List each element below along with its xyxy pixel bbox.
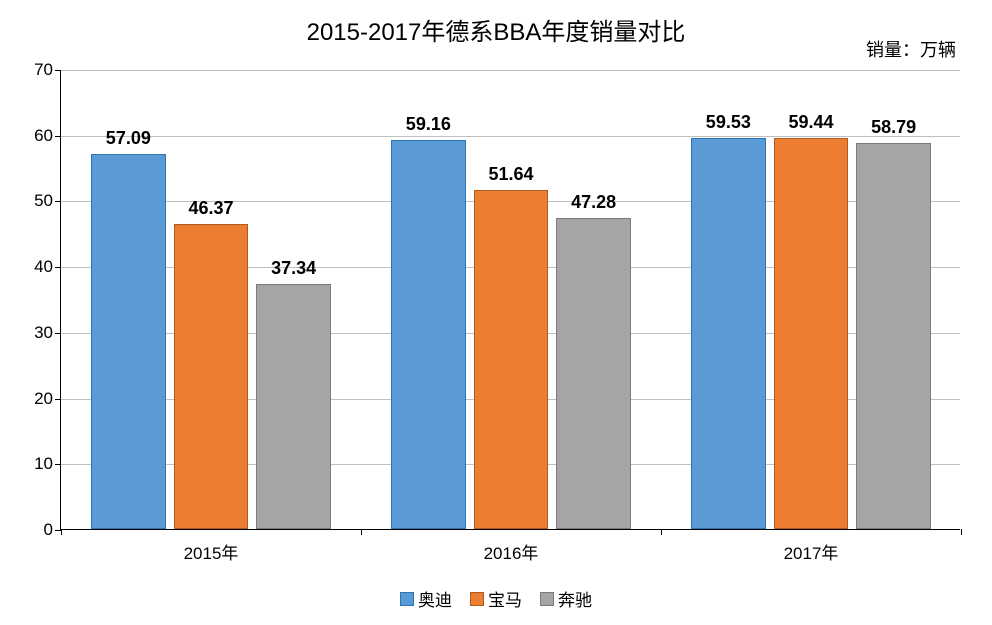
xtick-mark [961, 529, 962, 535]
legend-label: 宝马 [488, 586, 522, 611]
legend: 奥迪 宝马 奔驰 [0, 586, 992, 611]
bar: 59.16 [391, 140, 466, 529]
bar-value-label: 46.37 [188, 198, 233, 225]
x-category-label: 2017年 [784, 529, 839, 564]
legend-label: 奔驰 [558, 586, 592, 611]
legend-label: 奥迪 [418, 586, 452, 611]
xtick-mark [361, 529, 362, 535]
bar-value-label: 59.44 [788, 112, 833, 139]
ytick-label: 0 [44, 520, 61, 540]
bar-value-label: 37.34 [271, 258, 316, 285]
bar: 46.37 [174, 224, 249, 529]
xtick-mark [61, 529, 62, 535]
legend-swatch [540, 592, 554, 606]
chart-title: 2015-2017年德系BBA年度销量对比 [0, 12, 992, 47]
bar: 47.28 [556, 218, 631, 529]
xtick-mark [661, 529, 662, 535]
bar-value-label: 57.09 [106, 128, 151, 155]
bar: 51.64 [474, 190, 549, 529]
bar-group: 57.0946.3737.342015年 [61, 70, 361, 529]
bar-group: 59.5359.4458.792017年 [661, 70, 961, 529]
ytick-label: 20 [34, 389, 61, 409]
legend-item: 宝马 [470, 586, 522, 611]
bar-value-label: 59.53 [706, 112, 751, 139]
bar: 59.44 [774, 138, 849, 529]
x-category-label: 2016年 [484, 529, 539, 564]
legend-item: 奥迪 [400, 586, 452, 611]
ytick-label: 30 [34, 323, 61, 343]
bar: 57.09 [91, 154, 166, 529]
ytick-label: 60 [34, 126, 61, 146]
legend-swatch [400, 592, 414, 606]
bar-group: 59.1651.6447.282016年 [361, 70, 661, 529]
ytick-label: 50 [34, 191, 61, 211]
bar-value-label: 51.64 [488, 164, 533, 191]
bar-value-label: 58.79 [871, 117, 916, 144]
ytick-label: 40 [34, 257, 61, 277]
bar: 59.53 [691, 138, 766, 529]
chart-container: 2015-2017年德系BBA年度销量对比 销量：万辆 0 10 20 30 40 50 6… [0, 0, 992, 625]
bar: 58.79 [856, 143, 931, 529]
ytick-label: 70 [34, 60, 61, 80]
bar-value-label: 59.16 [406, 114, 451, 141]
bar-value-label: 47.28 [571, 192, 616, 219]
bar: 37.34 [256, 284, 331, 529]
unit-label: 销量：万辆 [866, 36, 956, 62]
plot-area: 01020304050607057.0946.3737.342015年59.16… [60, 70, 960, 530]
legend-item: 奔驰 [540, 586, 592, 611]
legend-swatch [470, 592, 484, 606]
ytick-label: 10 [34, 454, 61, 474]
x-category-label: 2015年 [184, 529, 239, 564]
